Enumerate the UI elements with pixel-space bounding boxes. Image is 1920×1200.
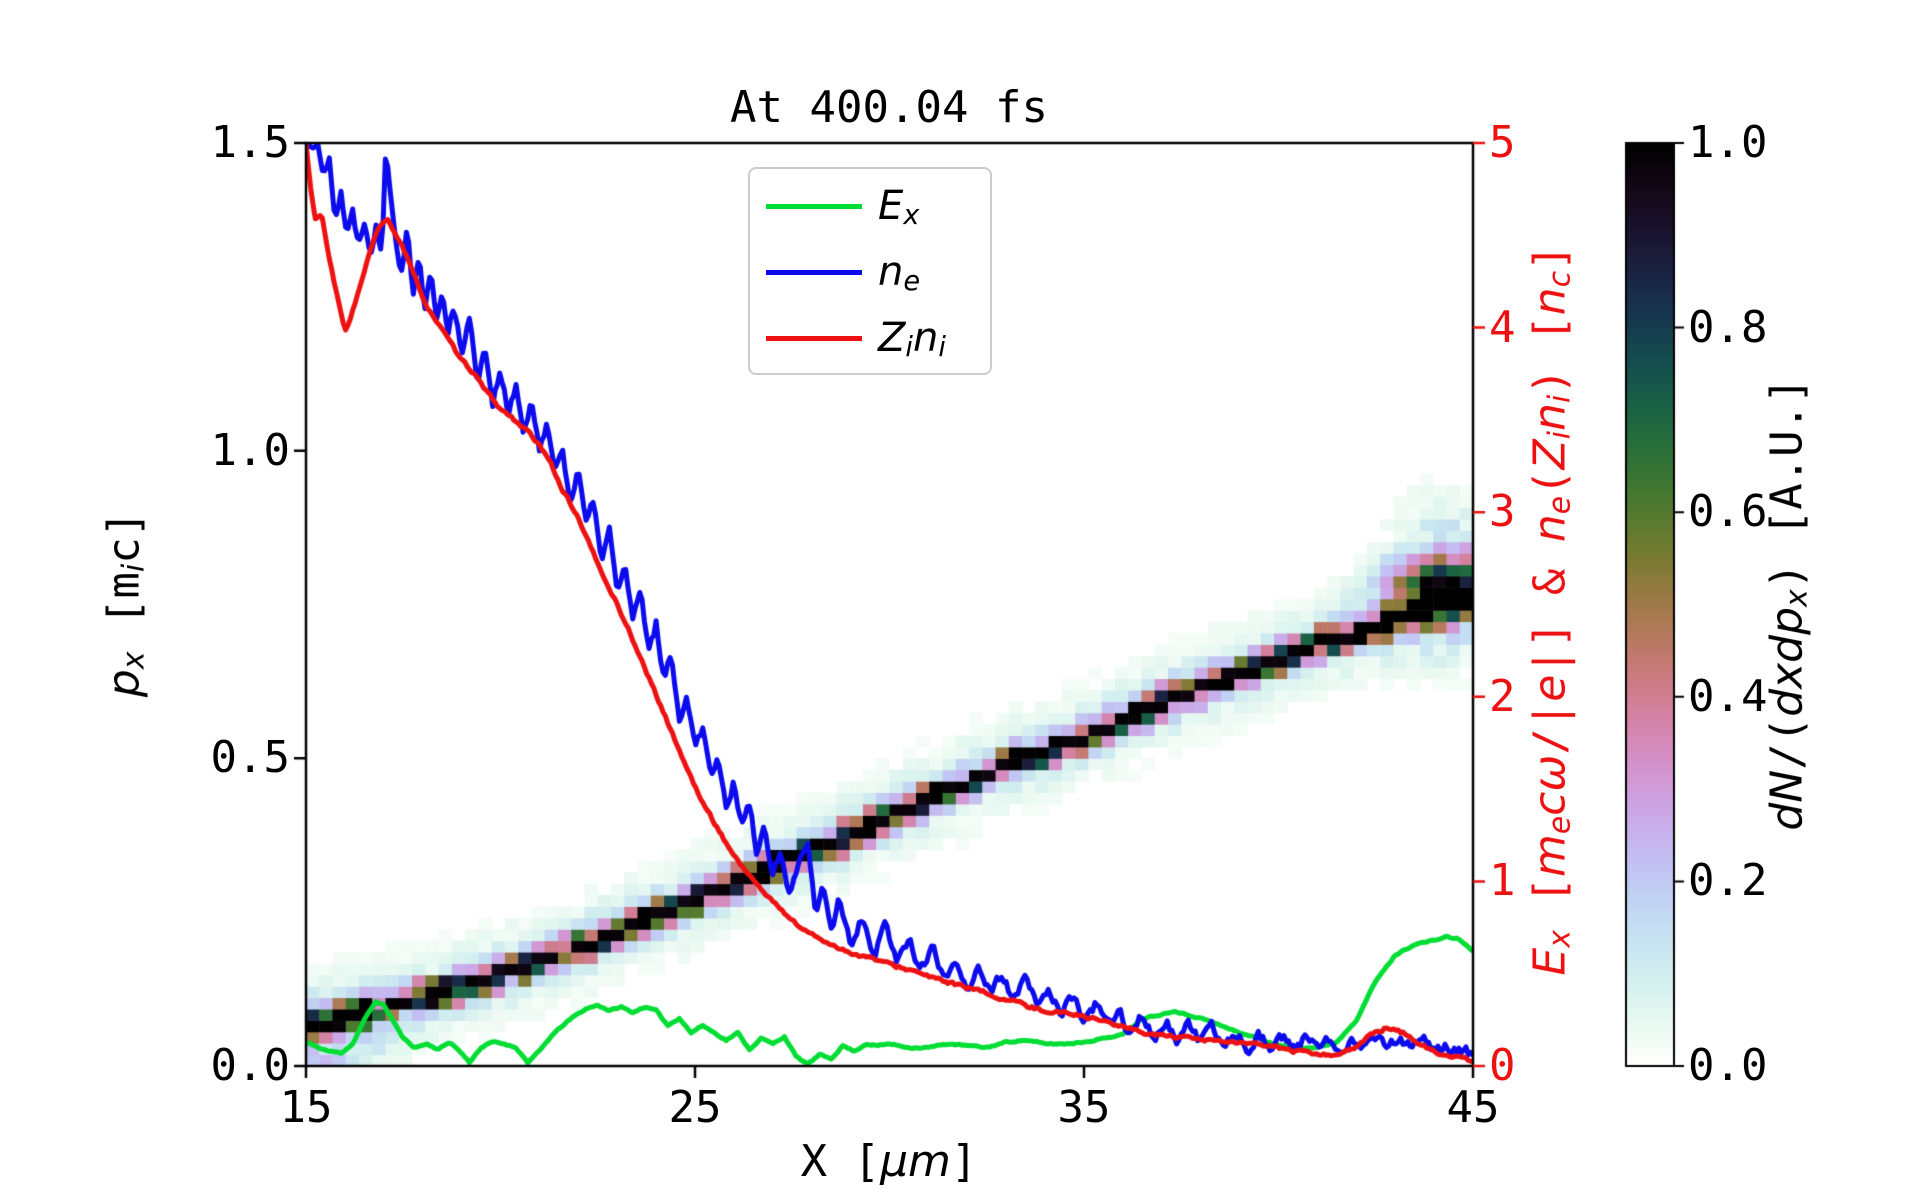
- legend-line-Ex: [766, 204, 862, 209]
- label-segment: [: [1524, 877, 1576, 931]
- label-segment: n: [1524, 403, 1576, 431]
- label-segment: (: [1524, 469, 1576, 496]
- label-segment: m: [1524, 834, 1576, 878]
- label-segment: i: [116, 563, 152, 573]
- label-segment: x: [1779, 589, 1815, 607]
- label-segment: Z: [878, 315, 906, 361]
- label-segment: cω: [1524, 754, 1576, 816]
- label-segment: e: [1542, 495, 1578, 515]
- label-segment: n: [878, 249, 904, 295]
- label-segment: μm: [880, 1136, 951, 1187]
- label-segment: n: [1524, 514, 1576, 543]
- label-segment: E: [1524, 947, 1576, 976]
- y-left-tick-label: 0.5: [210, 732, 290, 784]
- label-segment: i: [1542, 430, 1578, 440]
- label-segment: |] &: [1524, 542, 1576, 675]
- label-segment: Z: [1524, 439, 1576, 470]
- label-segment: dN: [1761, 769, 1813, 831]
- label-segment: i: [938, 331, 946, 363]
- legend-box: Ex ne Zini: [748, 167, 992, 375]
- legend-item-Zini: Zini: [750, 305, 990, 371]
- y-right-tick-label: 3: [1489, 486, 1516, 538]
- legend-label-Zini: Zini: [878, 312, 946, 369]
- legend-label-ne: ne: [878, 246, 920, 303]
- label-segment: E: [878, 183, 904, 229]
- label-segment: ) [A.U.]: [1761, 377, 1813, 590]
- label-segment: /|: [1524, 701, 1576, 755]
- colorbar-label: dN/(dxdpx) [A.U.]: [1762, 377, 1819, 830]
- label-segment: i: [905, 331, 913, 363]
- y-right-tick-label: 4: [1489, 301, 1516, 353]
- legend-item-Ex: Ex: [750, 173, 990, 239]
- x-tick-label: 15: [279, 1082, 333, 1133]
- label-segment: p: [98, 669, 150, 698]
- label-segment: n: [1524, 287, 1576, 316]
- label-segment: x: [116, 651, 152, 670]
- label-segment: c]: [98, 510, 150, 564]
- label-segment: c: [1542, 270, 1578, 288]
- label-segment: x: [903, 199, 920, 231]
- y-left-tick-label: 1.0: [210, 424, 290, 476]
- label-segment: [m: [98, 572, 150, 652]
- x-axis-label: X [μm]: [689, 1136, 1089, 1188]
- label-segment: n: [912, 315, 939, 361]
- label-segment: X [: [800, 1136, 881, 1187]
- label-segment: e: [1524, 674, 1576, 702]
- label-segment: i: [1542, 394, 1578, 404]
- label-segment: ]: [950, 1136, 978, 1187]
- colorbar-tick-label: 0.8: [1688, 301, 1768, 353]
- y-axis-label-left: px [mic]: [99, 511, 156, 697]
- legend-item-ne: ne: [750, 239, 990, 305]
- colorbar-tick-label: 0.4: [1688, 670, 1768, 722]
- x-tick-label: 35: [1057, 1082, 1111, 1133]
- y-left-tick-label: 1.5: [210, 117, 290, 168]
- legend-line-ne: [766, 270, 862, 275]
- label-segment: /(: [1761, 716, 1813, 770]
- label-segment: ]: [1524, 244, 1576, 271]
- label-segment: ) [: [1524, 315, 1576, 395]
- label-segment: dxdp: [1761, 606, 1813, 717]
- x-tick-label: 25: [668, 1082, 722, 1133]
- colorbar-tick-label: 0.6: [1688, 486, 1768, 538]
- y-right-tick-label: 2: [1489, 670, 1516, 722]
- label-segment: e: [903, 265, 921, 297]
- legend-label-Ex: Ex: [878, 180, 919, 237]
- y-right-tick-label: 0: [1489, 1040, 1516, 1091]
- y-axis-label-right: Ex [mecω/|e|] & ne(Zini) [nc]: [1525, 244, 1582, 975]
- label-segment: e: [1542, 815, 1578, 835]
- y-left-tick-label: 0.0: [210, 1040, 290, 1091]
- colorbar-tick-label: 0.2: [1688, 855, 1768, 907]
- label-segment: x: [1542, 930, 1578, 948]
- colorbar-tick-label: 1.0: [1688, 117, 1768, 168]
- colorbar-tick-label: 0.0: [1688, 1040, 1768, 1091]
- x-tick-label: 45: [1446, 1082, 1500, 1133]
- y-right-tick-label: 1: [1489, 855, 1516, 907]
- legend-line-Zini: [766, 336, 862, 341]
- plot-title: At 400.04 fs: [730, 82, 1048, 133]
- y-right-tick-label: 5: [1489, 117, 1516, 168]
